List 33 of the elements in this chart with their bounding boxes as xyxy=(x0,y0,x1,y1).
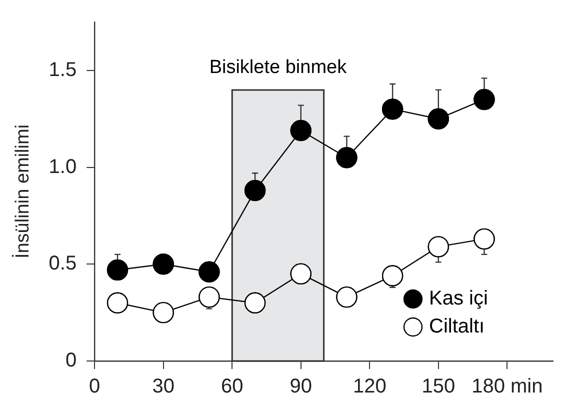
point xyxy=(474,228,495,250)
y-tick-label: 0.5 xyxy=(48,252,77,275)
point xyxy=(290,120,312,142)
point xyxy=(244,292,266,314)
point xyxy=(198,286,220,308)
point xyxy=(198,261,220,282)
y-tick-label: 1.5 xyxy=(48,58,77,81)
point xyxy=(474,88,495,110)
y-axis-title: İnsülinin emilimi xyxy=(12,124,34,259)
legend-label: Ciltaltı xyxy=(429,316,485,338)
point xyxy=(106,292,128,314)
y-tick-label: 1.0 xyxy=(48,156,77,178)
point xyxy=(152,302,174,324)
y-tick-label: 0 xyxy=(65,350,77,372)
point xyxy=(382,265,404,286)
point xyxy=(382,98,404,120)
point xyxy=(290,263,312,284)
x-tick-label: 180 min xyxy=(472,376,543,398)
band-label: Bisiklete binmek xyxy=(209,57,348,78)
x-tick-label: 150 xyxy=(422,376,456,398)
point xyxy=(336,147,358,168)
x-tick-label: 60 xyxy=(220,376,244,398)
point xyxy=(428,236,449,258)
point xyxy=(106,259,128,281)
point xyxy=(152,254,174,275)
point xyxy=(336,286,358,308)
point xyxy=(428,108,449,130)
x-tick-label: 0 xyxy=(89,376,100,398)
x-tick-label: 30 xyxy=(152,376,174,398)
x-tick-label: 120 xyxy=(352,376,386,398)
legend-label: Kas içi xyxy=(429,288,488,310)
point xyxy=(244,180,266,202)
x-tick-label: 90 xyxy=(290,376,312,398)
